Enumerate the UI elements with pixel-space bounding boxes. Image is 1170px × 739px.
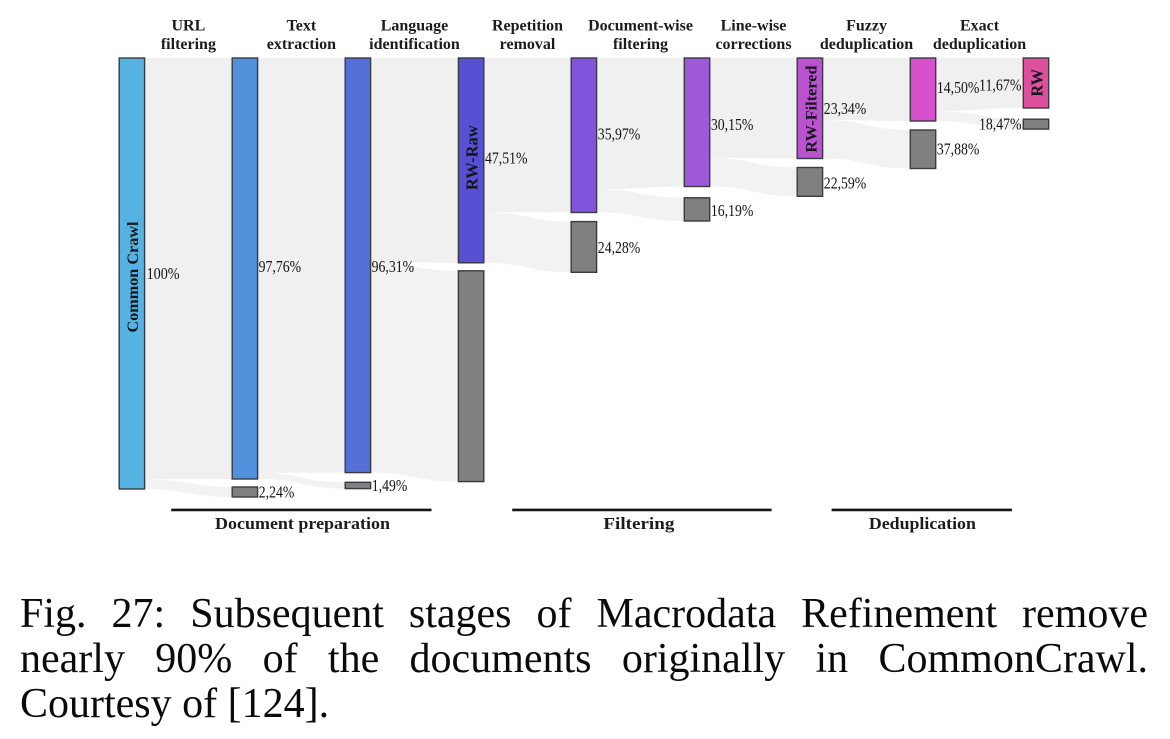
svg-text:14,50%: 14,50%: [937, 78, 980, 97]
svg-text:Fuzzy: Fuzzy: [846, 17, 887, 34]
svg-text:Common Crawl: Common Crawl: [124, 221, 142, 333]
svg-text:18,47%: 18,47%: [979, 114, 1022, 133]
svg-text:97,76%: 97,76%: [259, 257, 302, 276]
svg-text:100%: 100%: [147, 264, 180, 283]
svg-text:23,34%: 23,34%: [824, 99, 867, 118]
svg-text:96,31%: 96,31%: [372, 257, 415, 276]
svg-text:16,19%: 16,19%: [711, 201, 754, 220]
svg-text:30,15%: 30,15%: [711, 115, 754, 134]
svg-text:Document preparation: Document preparation: [215, 514, 391, 533]
svg-text:identification: identification: [369, 36, 460, 53]
svg-text:11,67%: 11,67%: [979, 75, 1022, 94]
svg-text:Exact: Exact: [960, 17, 1000, 34]
svg-text:RW-Raw: RW-Raw: [463, 125, 482, 190]
svg-text:35,97%: 35,97%: [598, 125, 641, 144]
svg-text:filtering: filtering: [161, 36, 216, 53]
svg-text:1,49%: 1,49%: [372, 476, 408, 495]
svg-text:filtering: filtering: [613, 36, 668, 53]
svg-text:extraction: extraction: [267, 36, 336, 53]
svg-text:corrections: corrections: [715, 36, 791, 53]
svg-text:deduplication: deduplication: [933, 36, 1026, 53]
svg-text:37,88%: 37,88%: [937, 139, 980, 158]
svg-text:Deduplication: Deduplication: [869, 514, 977, 533]
svg-text:deduplication: deduplication: [820, 36, 913, 53]
svg-text:2,24%: 2,24%: [259, 482, 295, 501]
svg-text:22,59%: 22,59%: [824, 173, 867, 192]
svg-text:URL: URL: [172, 17, 206, 34]
svg-text:Text: Text: [287, 17, 317, 34]
svg-text:removal: removal: [500, 36, 556, 53]
svg-text:Repetition: Repetition: [492, 17, 563, 34]
svg-text:RW-Filtered: RW-Filtered: [801, 65, 820, 152]
svg-text:Filtering: Filtering: [603, 514, 675, 533]
svg-text:47,51%: 47,51%: [485, 148, 528, 167]
svg-text:Document-wise: Document-wise: [588, 17, 693, 34]
svg-text:24,28%: 24,28%: [598, 238, 641, 257]
svg-text:Line-wise: Line-wise: [721, 17, 787, 34]
svg-text:Language: Language: [381, 17, 449, 34]
svg-text:RW: RW: [1028, 68, 1047, 96]
